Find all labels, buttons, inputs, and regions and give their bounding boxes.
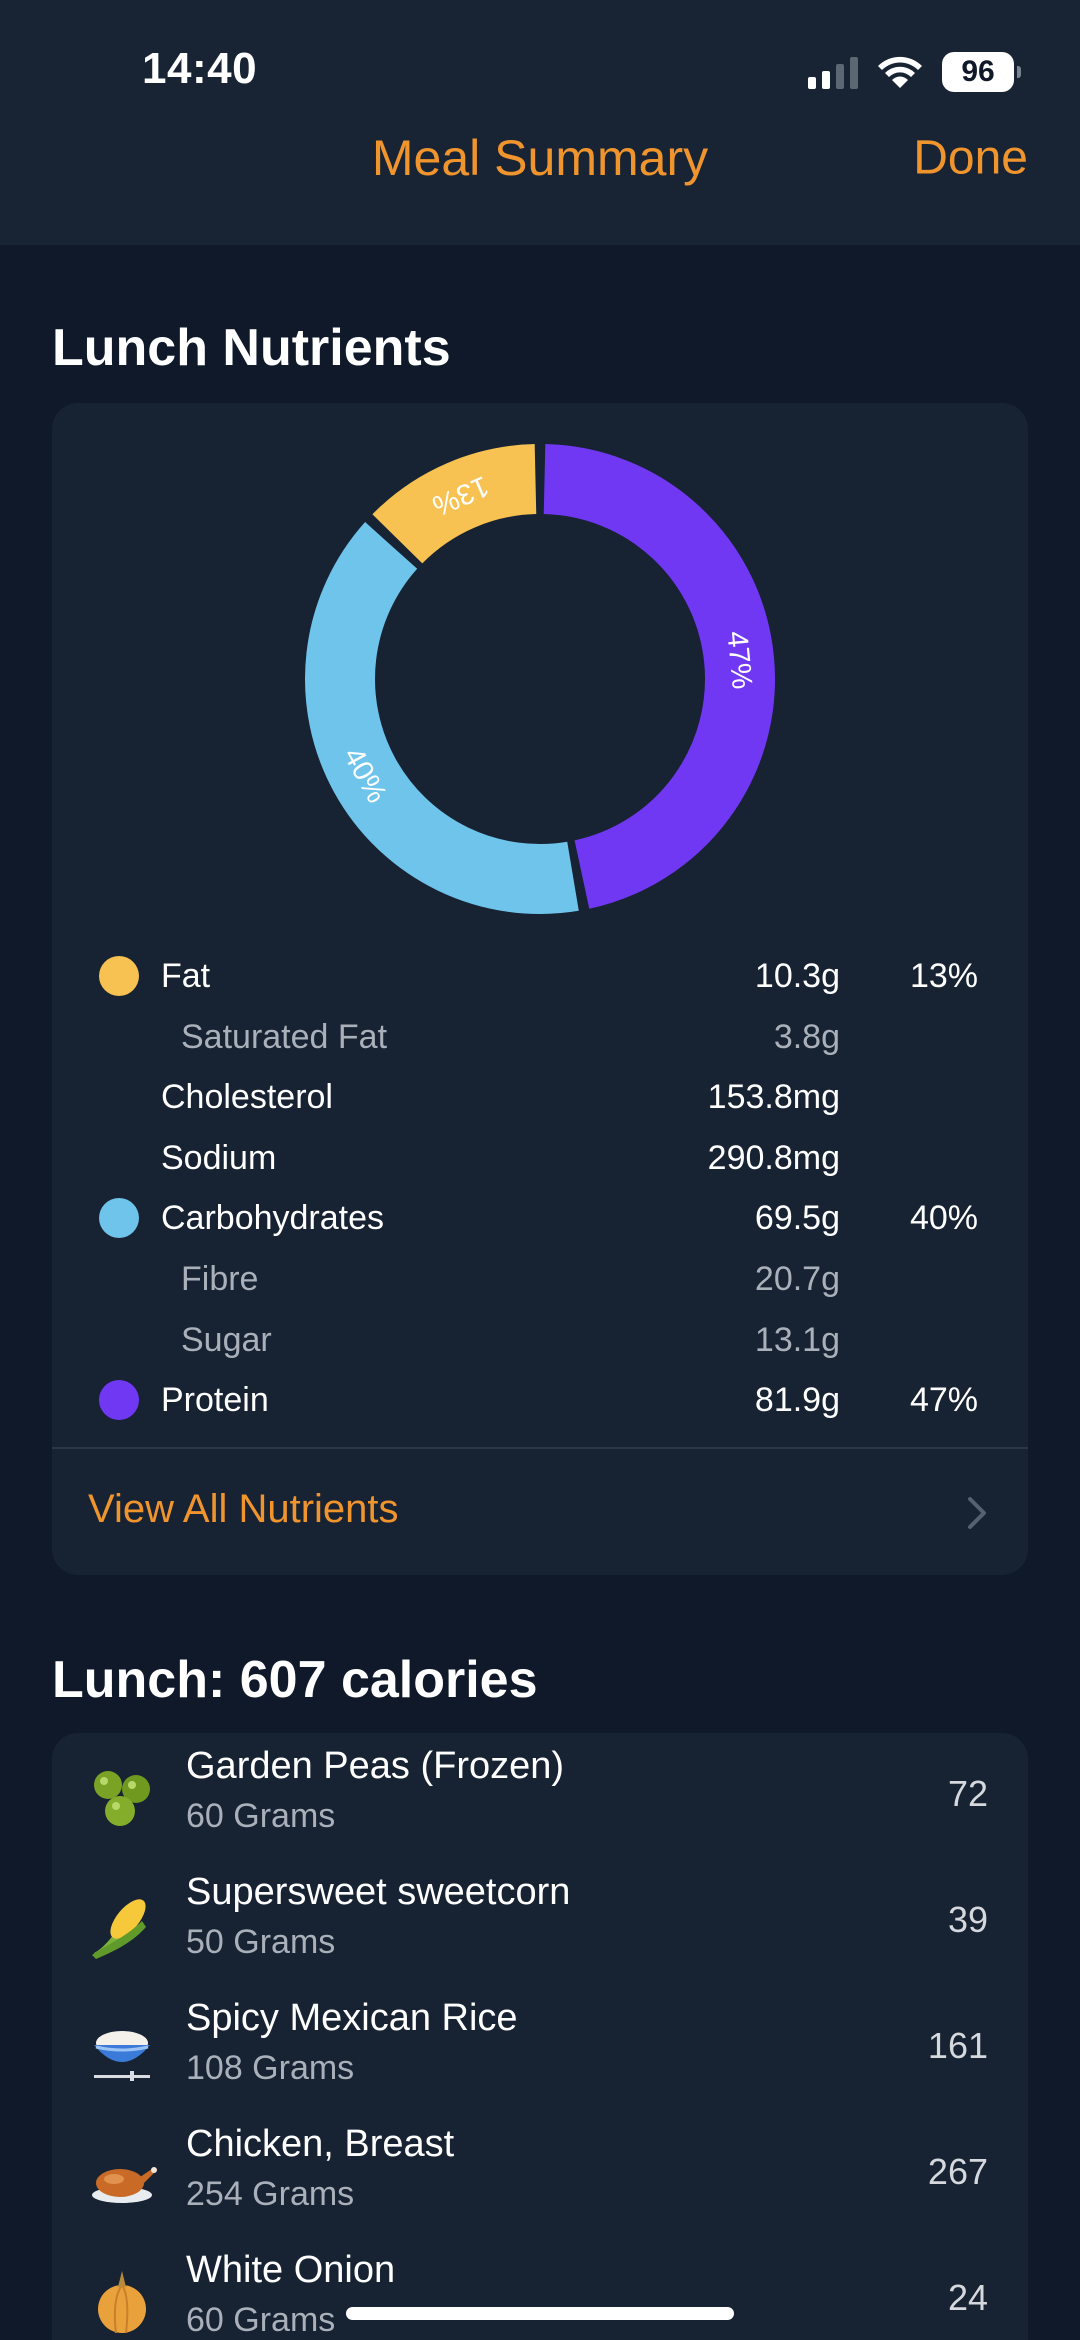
done-button[interactable]: Done xyxy=(913,131,1028,185)
rice-icon xyxy=(94,2031,150,2081)
nutrient-percent: 47% xyxy=(909,1381,978,1420)
donut-label-protein: 47% xyxy=(720,630,757,691)
nutrient-name: Protein xyxy=(161,1381,269,1420)
food-quantity: 60 Grams xyxy=(186,1797,336,1835)
food-name: Garden Peas (Frozen) xyxy=(186,1745,565,1787)
page-title: Meal Summary xyxy=(371,130,709,186)
food-calories: 39 xyxy=(947,1899,988,1940)
food-name: Spicy Mexican Rice xyxy=(186,1997,518,2039)
nutrient-name: Fibre xyxy=(181,1260,259,1298)
onion-icon xyxy=(98,2271,146,2334)
nutrient-amount: 13.1g xyxy=(754,1320,840,1359)
divider xyxy=(52,1447,1028,1449)
view-all-nutrients-label: View All Nutrients xyxy=(88,1487,399,1531)
nutrient-row: Fat 10.3g 13% xyxy=(52,946,1028,1006)
food-calories: 161 xyxy=(927,2025,988,2066)
food-quantity: 50 Grams xyxy=(186,1923,336,1961)
nutrient-percent: 40% xyxy=(909,1199,978,1238)
nutrient-amount: 69.5g xyxy=(754,1199,840,1238)
food-name: White Onion xyxy=(186,2249,396,2291)
nutrient-name: Carbohydrates xyxy=(161,1199,385,1238)
food-item[interactable]: White Onion 60 Grams 24 xyxy=(52,2237,1028,2340)
nutrients-section-title: Lunch Nutrients xyxy=(52,319,451,377)
nutrient-name: Sugar xyxy=(181,1320,272,1359)
food-item[interactable]: Chicken, Breast 254 Grams 267 xyxy=(52,2111,1028,2237)
nutrient-row: Cholesterol 153.8mg xyxy=(52,1067,1028,1127)
food-quantity: 108 Grams xyxy=(186,2049,355,2087)
food-calories: 72 xyxy=(947,1773,988,1814)
nutrient-amount: 81.9g xyxy=(754,1381,840,1420)
food-item[interactable]: Garden Peas (Frozen) 60 Grams 72 xyxy=(52,1733,1028,1859)
food-name: Chicken, Breast xyxy=(186,2123,455,2165)
donut-chart: 47% 40% 13% xyxy=(52,403,1028,943)
food-quantity: 254 Grams xyxy=(186,2175,355,2213)
nutrient-row: Protein 81.9g 47% xyxy=(52,1370,1028,1430)
chevron-right-icon xyxy=(968,1497,986,1529)
donut-chart-svg: 47%40%13% xyxy=(305,444,775,914)
nutrient-amount: 290.8mg xyxy=(707,1138,840,1177)
meal-title: Lunch: 607 calories xyxy=(52,1651,538,1709)
nutrient-amount: 20.7g xyxy=(754,1260,840,1298)
nutrient-name: Sodium xyxy=(161,1138,277,1177)
nutrient-color-dot xyxy=(99,1198,139,1239)
nutrient-row: Sodium 290.8mg xyxy=(52,1128,1028,1188)
corn-icon xyxy=(92,1899,146,1959)
donut-segment-fat xyxy=(372,444,538,564)
nutrient-name: Cholesterol xyxy=(161,1078,333,1117)
food-name: Supersweet sweetcorn xyxy=(186,1871,571,1913)
nutrient-color-dot xyxy=(99,956,139,996)
food-list-card: Garden Peas (Frozen) 60 Grams 72 Supersweet… xyxy=(52,1733,1028,2340)
nutrient-row: Sugar 13.1g xyxy=(52,1310,1028,1370)
food-calories: 267 xyxy=(927,2151,988,2192)
nutrient-row: Saturated Fat 3.8g xyxy=(52,1007,1028,1067)
nutrient-amount: 153.8mg xyxy=(707,1078,840,1117)
nutrient-amount: 3.8g xyxy=(773,1017,840,1056)
nutrients-card: 47% 40% 13% Fat 10.3g 13% Saturated Fat 3.8g Ch… xyxy=(52,403,1028,1575)
wifi-icon xyxy=(878,56,922,88)
nutrient-color-dot xyxy=(99,1380,139,1421)
nutrient-row: Fibre 20.7g xyxy=(52,1249,1028,1309)
food-calories: 24 xyxy=(947,2277,988,2318)
view-all-nutrients-button[interactable]: View All Nutrients xyxy=(52,1449,1028,1575)
top-bar: 14:40 96 Meal Summary Done xyxy=(0,0,1080,245)
peas-icon xyxy=(94,1771,150,1826)
status-time: 14:40 xyxy=(142,44,258,93)
nutrient-row: Carbohydrates 69.5g 40% xyxy=(52,1188,1028,1248)
donut-segment-carbohydrates xyxy=(305,522,579,914)
nutrient-amount: 10.3g xyxy=(754,957,840,995)
nutrient-percent: 13% xyxy=(909,957,978,995)
home-indicator[interactable] xyxy=(346,2307,734,2320)
food-item[interactable]: Supersweet sweetcorn 50 Grams 39 xyxy=(52,1859,1028,1985)
nutrient-name: Saturated Fat xyxy=(181,1017,388,1056)
food-quantity: 60 Grams xyxy=(186,2301,336,2339)
nutrient-name: Fat xyxy=(161,957,211,995)
battery-icon: 96 xyxy=(942,52,1021,92)
chicken-icon xyxy=(92,2167,157,2203)
donut-segment-protein xyxy=(543,444,775,909)
cellular-signal-icon xyxy=(808,55,858,89)
food-item[interactable]: Spicy Mexican Rice 108 Grams 161 xyxy=(52,1985,1028,2111)
status-icons: 96 xyxy=(808,50,1021,94)
